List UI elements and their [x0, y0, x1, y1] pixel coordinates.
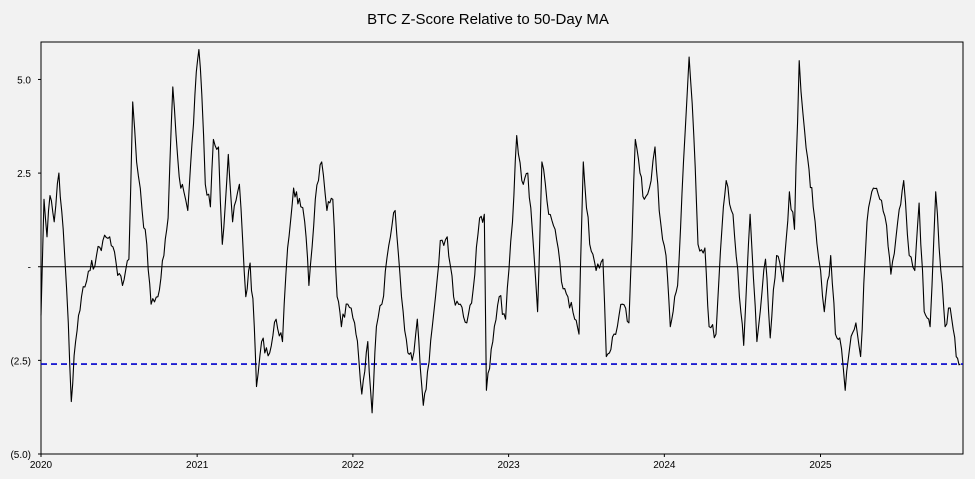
x-axis: 2020 2021 2022 2023 2024 2025 — [30, 454, 832, 471]
x-tick-label: 2022 — [342, 460, 365, 471]
x-tick-label: 2023 — [497, 460, 520, 471]
zscore-series-line — [40, 48, 961, 414]
plot-area — [40, 41, 964, 455]
y-tick-label: (2.5) — [10, 356, 31, 367]
y-tick-label: (5.0) — [10, 450, 31, 461]
x-tick-label: 2021 — [186, 460, 209, 471]
y-axis: 5.0 2.5 - (2.5) (5.0) — [10, 75, 41, 461]
chart-title: BTC Z-Score Relative to 50-Day MA — [367, 11, 609, 28]
y-tick-label: - — [28, 263, 31, 274]
x-tick-label: 2025 — [809, 460, 832, 471]
series-group — [40, 48, 961, 414]
y-tick-label: 5.0 — [17, 75, 31, 86]
reference-lines — [41, 266, 963, 365]
x-tick-label: 2024 — [653, 460, 676, 471]
x-tick-label: 2020 — [30, 460, 53, 471]
y-tick-label: 2.5 — [17, 169, 31, 180]
